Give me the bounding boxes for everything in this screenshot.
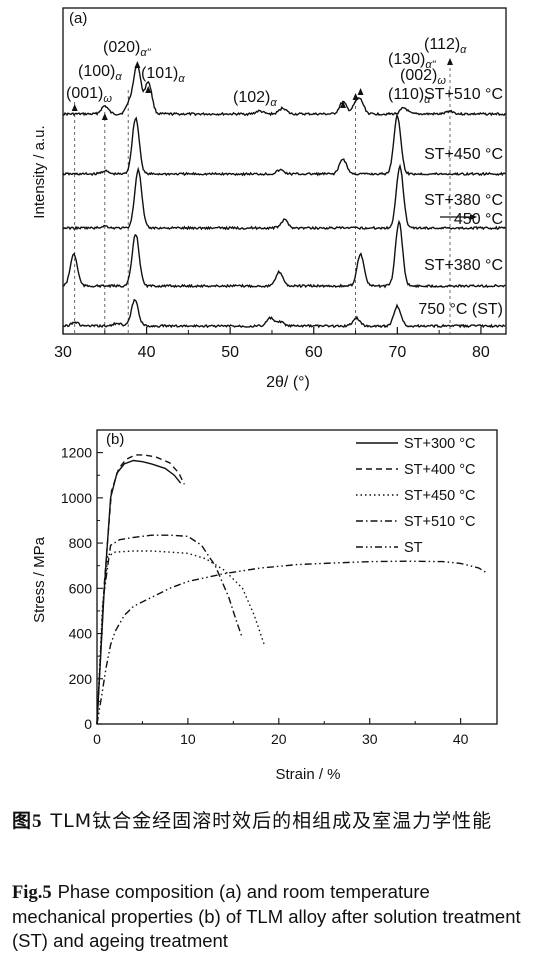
y-tick-label-b: 1000 [61, 490, 92, 506]
y-axis-label-b: Stress / MPa [31, 536, 48, 623]
series-label-a: ST+510 °C [424, 86, 503, 103]
peak-annotation: (101)α [141, 65, 185, 85]
xrd-pattern-line [62, 298, 506, 329]
stress-strain-curve [96, 550, 265, 725]
x-tick-label-a: 60 [305, 344, 323, 361]
caption-english-text: Phase composition (a) and room temperatu… [12, 881, 521, 951]
peak-annotation: (020)α" [103, 39, 152, 59]
x-tick-label-a: 30 [54, 344, 72, 361]
x-tick-label-b: 0 [93, 731, 101, 747]
x-tick-label-a: 40 [138, 344, 156, 361]
series-label-a: ST+380 °C [424, 257, 503, 274]
stress-strain-curve [96, 454, 185, 725]
peak-marker [145, 86, 152, 93]
legend-label: ST+400 °C [404, 462, 476, 478]
stress-strain-curve [96, 534, 243, 725]
x-tick-label-a: 50 [221, 344, 239, 361]
legend-label: ST [404, 540, 423, 556]
peak-marker [71, 104, 78, 111]
xrd-pattern-line [62, 219, 506, 289]
x-axis-label-b: Strain / % [275, 766, 340, 783]
peak-annotation: (002)ω [400, 67, 446, 87]
panel-label-a: (a) [69, 10, 87, 27]
peak-annotation: (100)α [78, 63, 122, 83]
arrow-head [470, 214, 477, 220]
panel-label-b: (b) [106, 431, 124, 448]
x-tick-label-b: 30 [362, 731, 378, 747]
caption-chinese-label: 图5 [12, 811, 43, 832]
x-axis-label-a: 2θ/ (°) [266, 374, 310, 391]
legend-label: ST+510 °C [404, 514, 476, 530]
x-tick-label-b: 40 [453, 731, 469, 747]
series-label-a: ST+380 °C [424, 192, 503, 209]
x-tick-label-a: 80 [472, 344, 490, 361]
y-tick-label-b: 1200 [61, 445, 92, 461]
stress-strain-curve [96, 560, 489, 725]
y-tick-label-b: 400 [69, 626, 93, 642]
xrd-pattern-line [62, 112, 506, 177]
peak-marker [134, 61, 141, 68]
series-label-a-extra: 450 °C [454, 211, 503, 228]
x-tick-label-b: 10 [180, 731, 196, 747]
legend-label: ST+450 °C [404, 488, 476, 504]
peak-annotation: (110)α [388, 86, 431, 106]
series-label-a: 750 °C (ST) [418, 301, 503, 318]
y-tick-label-b: 600 [69, 580, 93, 596]
peak-marker [340, 101, 347, 108]
stress-strain-curve [96, 459, 182, 725]
caption-chinese: 图5 TLM钛合金经固溶时效后的相组成及室温力学性能 [12, 806, 527, 837]
x-tick-label-b: 20 [271, 731, 287, 747]
plot-frame-b [96, 429, 498, 725]
peak-annotation: (130)α" [388, 51, 437, 71]
y-tick-label-b: 800 [69, 535, 93, 551]
caption-english-label: Fig.5 [12, 883, 52, 903]
y-tick-label-b: 200 [69, 671, 93, 687]
caption-chinese-text: TLM钛合金经固溶时效后的相组成及室温力学性能 [50, 810, 493, 832]
xrd-chart: 30 40 50 60 70 80 ST+510 °C ST+450 °C ST+380 °C… [31, 7, 507, 391]
peak-marker [446, 58, 453, 65]
plot-frame-a [62, 7, 507, 335]
series-label-a: ST+450 °C [424, 146, 503, 163]
peak-annotation: (001)ω [66, 85, 112, 105]
peak-marker [101, 113, 108, 120]
peak-marker [352, 93, 359, 100]
y-tick-label-b: 0 [84, 716, 92, 732]
caption-english: Fig.5 Phase composition (a) and room temp… [12, 880, 527, 953]
legend-label: ST+300 °C [404, 436, 476, 452]
y-axis-label-a: Intensity / a.u. [31, 125, 48, 218]
peak-marker [357, 88, 364, 95]
peak-annotation: (102)α [233, 89, 277, 109]
x-tick-label-a: 70 [388, 344, 406, 361]
xrd-pattern-line [62, 163, 506, 231]
peak-annotation: (112)α [424, 36, 467, 56]
